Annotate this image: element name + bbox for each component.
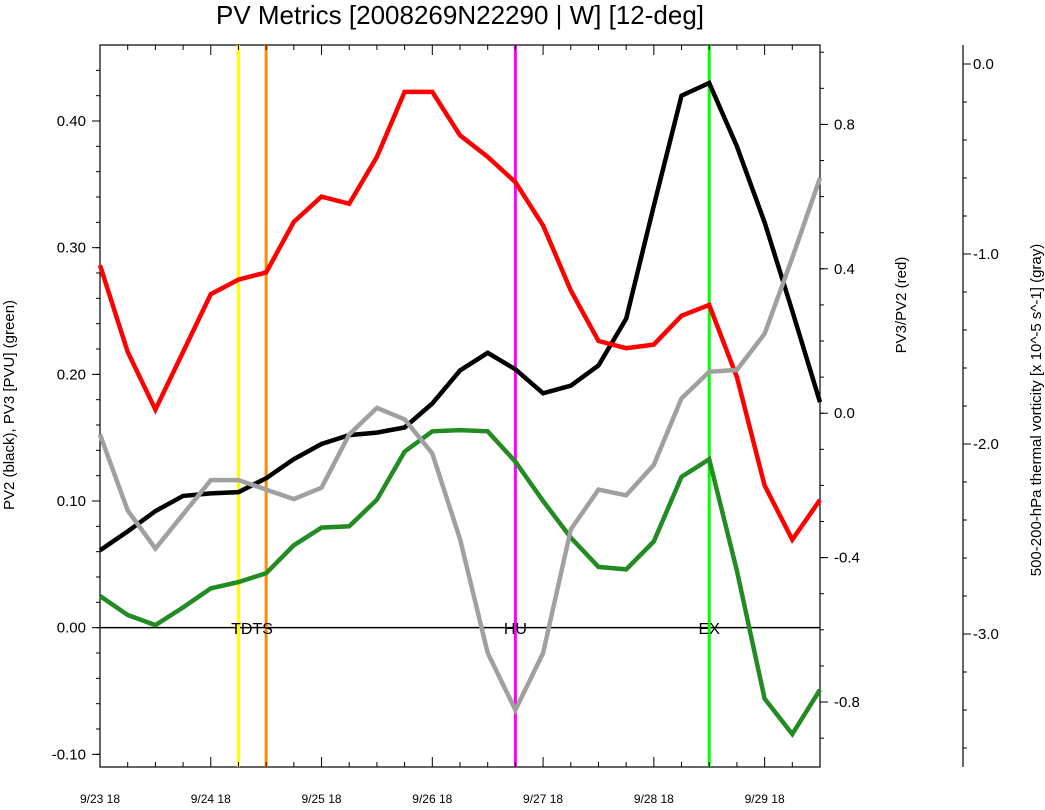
axis-ticks: 9/23 18 9/24 18 9/25 18 9/26 18 9/27 18 9/28 …	[52, 45, 999, 806]
far-right-axis-label: 500-200-hPa thermal vorticity [x 10^-5 s…	[1028, 244, 1045, 577]
series-lines	[97, 80, 823, 739]
far-right-tick-label: -3.0	[973, 626, 999, 643]
right-tick-label: -0.4	[834, 550, 860, 567]
x-tick-label: 9/25 18	[302, 792, 342, 805]
left-tick-label: 0.40	[57, 113, 86, 130]
x-tick-label: 9/24 18	[191, 792, 231, 805]
right-tick-label: 0.4	[834, 261, 855, 278]
right-axis-label: PV3/PV2 (red)	[893, 257, 910, 354]
event-label: EX	[699, 621, 721, 638]
far-right-tick-label: -1.0	[973, 246, 999, 263]
left-tick-label: 0.10	[57, 493, 86, 510]
left-tick-label: -0.10	[52, 746, 86, 763]
series-line	[98, 427, 822, 739]
left-axis-label: PV2 (black), PV3 [PVU] (green)	[1, 300, 18, 510]
right-tick-label: -0.8	[834, 694, 860, 711]
chart-title: PV Metrics [2008269N22290 | W] [12-deg]	[216, 0, 704, 30]
x-tick-label: 9/29 18	[745, 792, 785, 805]
x-tick-label: 9/23 18	[80, 792, 120, 805]
right-tick-label: 0.8	[834, 116, 855, 133]
plot-border	[99, 44, 821, 768]
x-tick-label: 9/28 18	[634, 792, 674, 805]
far-right-tick-label: -2.0	[973, 436, 999, 453]
left-tick-label: 0.00	[57, 620, 86, 637]
event-label-tdts: TDTS	[231, 621, 273, 638]
event-lines: HU EX	[236, 45, 721, 767]
x-tick-label: 9/26 18	[412, 792, 452, 805]
x-tick-label: 9/27 18	[523, 792, 563, 805]
series-line	[97, 177, 823, 716]
event-label: HU	[504, 621, 527, 638]
far-right-tick-label: 0.0	[973, 56, 994, 73]
series-line	[97, 89, 822, 544]
left-tick-label: 0.20	[57, 366, 86, 383]
series-line	[98, 80, 823, 553]
left-tick-label: 0.30	[57, 240, 86, 257]
right-tick-label: 0.0	[834, 405, 855, 422]
